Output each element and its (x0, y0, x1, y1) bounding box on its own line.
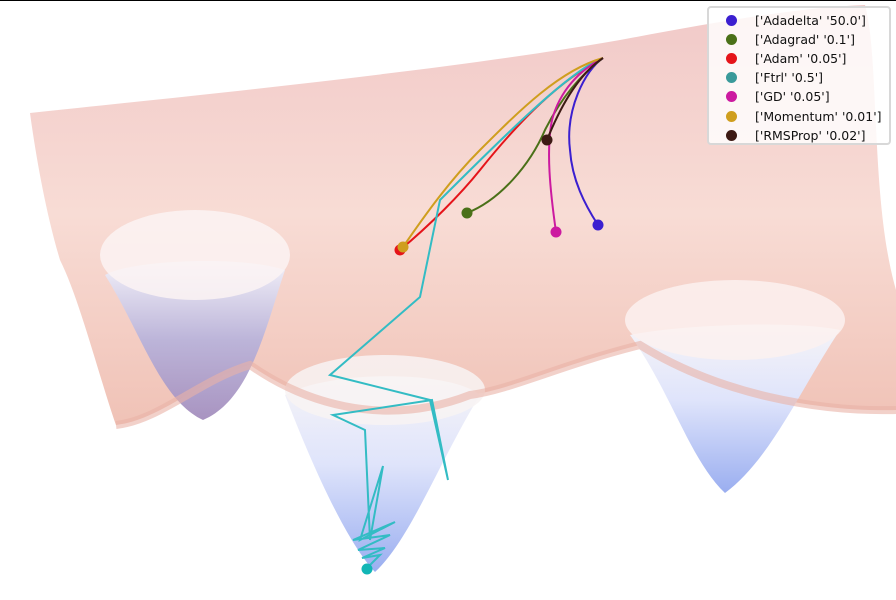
legend-label: ['Ftrl' '0.5'] (755, 70, 824, 86)
legend-item: ['Adagrad' '0.1'] (709, 30, 889, 49)
trajectory-line (546, 57, 604, 141)
trajectory-endpoint (592, 219, 604, 231)
legend-item: ['Ftrl' '0.5'] (709, 68, 889, 87)
legend-label: ['GD' '0.05'] (755, 89, 830, 105)
trajectory-endpoint (397, 241, 409, 253)
surface-well-left (105, 260, 285, 420)
legend-marker (726, 53, 737, 65)
legend-marker (726, 91, 737, 103)
trajectory-endpoint (541, 134, 553, 146)
top-border (0, 0, 896, 1)
trajectory-endpoint (361, 563, 373, 575)
legend-label: ['Momentum' '0.01'] (755, 108, 882, 124)
legend-item: ['Adadelta' '50.0'] (709, 11, 889, 30)
legend-marker (726, 72, 737, 84)
legend-label: ['Adam' '0.05'] (755, 51, 847, 67)
legend-item: ['Adam' '0.05'] (709, 49, 889, 68)
trajectory-line (548, 57, 604, 233)
legend-label: ['RMSProp' '0.02'] (755, 127, 866, 143)
legend-label: ['Adadelta' '50.0'] (755, 13, 866, 29)
trajectory-endpoint (550, 226, 562, 238)
legend: ['Adadelta' '50.0'] ['Adagrad' '0.1'] ['Ad… (707, 6, 891, 145)
legend-marker (726, 15, 737, 27)
trajectory-line (402, 57, 604, 248)
legend-label: ['Adagrad' '0.1'] (755, 32, 855, 48)
legend-item: ['RMSProp' '0.02'] (709, 126, 889, 145)
legend-marker (726, 34, 737, 46)
trajectory-line (327, 57, 604, 569)
trajectory-line (568, 57, 604, 226)
legend-marker (726, 110, 737, 122)
legend-item: ['Momentum' '0.01'] (709, 106, 889, 125)
legend-item: ['GD' '0.05'] (709, 87, 889, 106)
trajectory-endpoint (461, 207, 473, 219)
legend-marker (726, 129, 737, 141)
trajectories (327, 57, 604, 575)
